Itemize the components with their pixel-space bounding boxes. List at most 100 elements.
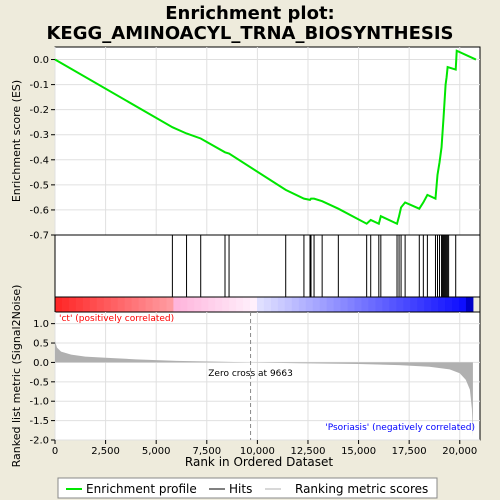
metric-tick-label: -1.0 — [29, 397, 49, 408]
colorbar-segment — [403, 297, 411, 312]
colorbar-segment — [110, 297, 119, 312]
colorbar-segment — [431, 297, 439, 312]
legend-box — [57, 477, 438, 499]
metric-tick-label: -0.5 — [29, 377, 49, 388]
rank-colorbar — [54, 296, 481, 313]
colorbar-segment — [417, 297, 425, 312]
x-tick-label: 7,500 — [192, 446, 221, 457]
colorbar-segment — [68, 297, 77, 312]
colorbar-segment — [229, 297, 237, 312]
colorbar-segment — [424, 297, 432, 312]
x-tick-label: 10,000 — [240, 446, 275, 457]
colorbar-segment — [159, 297, 167, 312]
colorbar-segment — [187, 297, 195, 312]
es-tick-label: -0.3 — [29, 130, 49, 141]
colorbar-segment — [82, 297, 91, 312]
colorbar-segment — [340, 297, 349, 312]
colorbar-segment — [465, 297, 474, 312]
colorbar-segment — [117, 297, 126, 312]
chart-title-line2: KEGG_AMINOACYL_TRNA_BIOSYNTHESIS — [46, 23, 453, 44]
x-tick-label: 17,500 — [392, 446, 427, 457]
es-tick-label: -0.1 — [29, 80, 49, 91]
colorbar-segment — [368, 297, 376, 312]
colorbar-segment — [312, 297, 321, 312]
x-axis: 0 2,500 5,000 7,500 10,000 12,500 15,000 17,500… — [52, 440, 477, 457]
colorbar-segment — [173, 297, 181, 312]
metric-tick-label: -2.0 — [29, 436, 49, 447]
colorbar-segment — [250, 297, 258, 312]
enrichment-profile-line — [54, 49, 477, 226]
colorbar-segment — [263, 297, 272, 312]
colorbar-segment — [124, 297, 133, 312]
colorbar-segment — [284, 297, 293, 312]
colorbar-segment — [55, 297, 63, 312]
colorbar-segment — [277, 297, 286, 312]
metric-tick-label: 1.0 — [33, 319, 49, 330]
colorbar-segment — [215, 297, 223, 312]
metric-tick-label: -1.5 — [29, 416, 49, 427]
negative-correlation-label: 'Psoriasis' (negatively correlated) — [325, 423, 475, 433]
colorbar-segment — [208, 297, 216, 312]
chart-title-line1: Enrichment plot: — [165, 3, 335, 24]
es-ylabel: Enrichment score (ES) — [10, 80, 23, 202]
colorbar-segment — [361, 297, 369, 312]
es-tick-label: -0.5 — [29, 180, 49, 191]
colorbar-segment — [166, 297, 174, 312]
positive-correlation-label: 'ct' (positively correlated) — [59, 314, 174, 324]
colorbar-segment — [131, 297, 140, 312]
colorbar-segment — [445, 297, 453, 312]
legend-es-label: Enrichment profile — [86, 482, 197, 496]
x-tick-label: 15,000 — [341, 446, 376, 457]
colorbar-segment — [222, 297, 230, 312]
colorbar-segment — [291, 297, 300, 312]
colorbar-segment — [270, 297, 279, 312]
colorbar-segment — [236, 297, 244, 312]
metric-tick-label: 0.0 — [33, 358, 49, 369]
x-tick-label: 12,500 — [290, 446, 325, 457]
colorbar-segment — [298, 297, 307, 312]
hit-markers — [171, 235, 457, 297]
colorbar-segment — [96, 297, 105, 312]
metric-axis: 1.0 0.5 0.0 -0.5 -1.0 -1.5 -2.0 — [29, 319, 55, 447]
colorbar-segment — [382, 297, 390, 312]
colorbar-segment — [354, 297, 362, 312]
colorbar-segment — [61, 297, 70, 312]
colorbar-segment — [256, 297, 265, 312]
metric-ylabel: Ranked list metric (Signal2Noise) — [10, 285, 23, 468]
colorbar-segment — [438, 297, 446, 312]
es-gridlines — [54, 47, 480, 236]
colorbar-segment — [319, 297, 328, 312]
colorbar-segment — [201, 297, 209, 312]
x-tick-label: 2,500 — [91, 446, 120, 457]
colorbar-segment — [152, 297, 160, 312]
x-tick-label: 0 — [52, 446, 58, 457]
es-tick-label: -0.4 — [29, 155, 49, 166]
colorbar-segment — [305, 297, 314, 312]
es-tick-label: -0.7 — [29, 231, 49, 242]
es-tick-label: -0.2 — [29, 105, 49, 116]
colorbar-segment — [138, 297, 147, 312]
colorbar-segment — [389, 297, 397, 312]
colorbar-segment — [347, 297, 356, 312]
colorbar-segment — [452, 297, 460, 312]
colorbar-segment — [89, 297, 98, 312]
es-axis: 0.0 -0.1 -0.2 -0.3 -0.4 -0.5 -0.6 -0.7 — [29, 55, 55, 242]
x-axis-label: Rank in Ordered Dataset — [185, 455, 333, 469]
es-tick-label: 0.0 — [33, 55, 49, 66]
colorbar-segment — [396, 297, 404, 312]
colorbar-segment — [410, 297, 418, 312]
colorbar-segment — [145, 297, 154, 312]
colorbar-segment — [75, 297, 84, 312]
hits-panel — [54, 234, 481, 298]
x-tick-label: 20,000 — [442, 446, 477, 457]
colorbar-segment — [103, 297, 112, 312]
x-tick-label: 5,000 — [142, 446, 171, 457]
colorbar-segment — [180, 297, 188, 312]
legend-hits-label: Hits — [229, 482, 252, 496]
legend-metric-label: Ranking metric scores — [295, 482, 428, 496]
colorbar-segment — [458, 297, 467, 312]
zero-cross-label: Zero cross at 9663 — [208, 369, 293, 379]
colorbar-segment — [326, 297, 335, 312]
colorbar-segment — [375, 297, 383, 312]
